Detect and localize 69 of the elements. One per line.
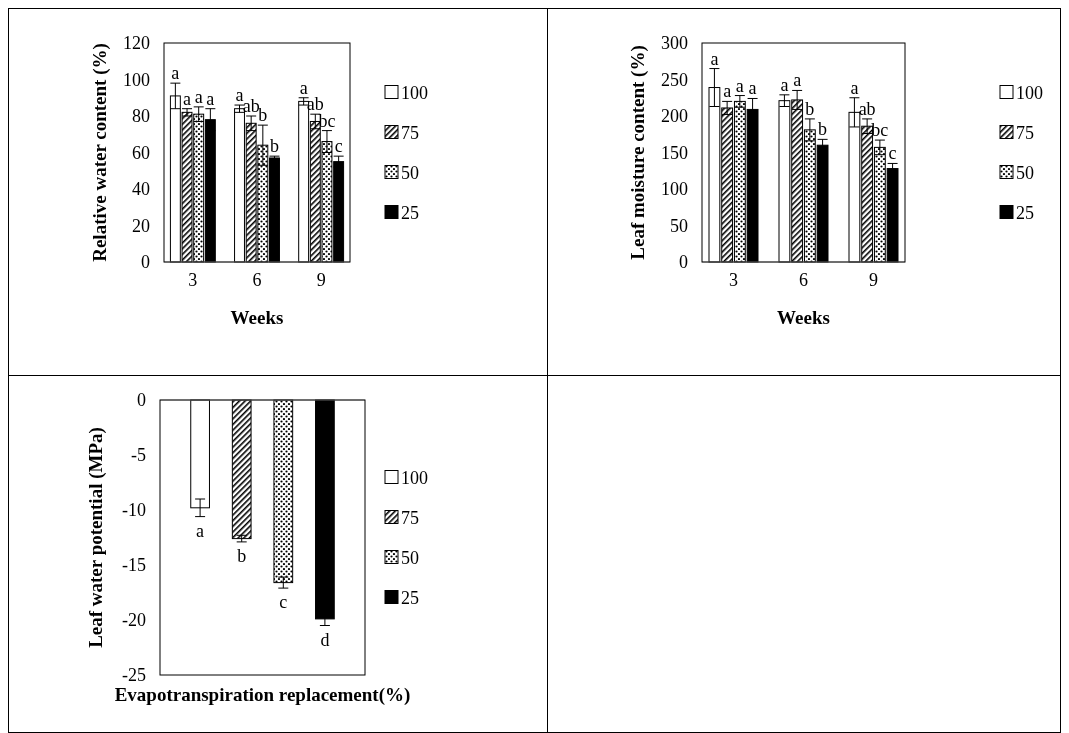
legend-label: 25 — [1016, 202, 1034, 223]
data-label: ab — [858, 98, 876, 119]
data-label: a — [171, 63, 180, 84]
y-axis-title: Relative water content (%) — [89, 43, 111, 262]
x-axis-title: Evapotranspiration replacement(%) — [114, 684, 411, 706]
data-label: a — [196, 520, 205, 541]
y-tick-label: 0 — [137, 390, 146, 410]
legend-label: 25 — [401, 202, 419, 223]
data-label: b — [258, 105, 268, 126]
y-tick-label: 120 — [123, 33, 150, 53]
data-label: a — [183, 88, 192, 109]
y-tick-label: -15 — [122, 555, 146, 575]
data-label: ab — [242, 96, 260, 116]
x-tick-label: 3 — [729, 270, 738, 290]
legend-label: 50 — [401, 162, 419, 183]
y-tick-label: 250 — [661, 69, 688, 90]
data-label: c — [279, 592, 288, 613]
data-label: b — [818, 119, 828, 140]
data-label: b — [805, 98, 815, 119]
y-tick-label: 20 — [132, 215, 150, 236]
y-axis-title: Leaf moisture content (%) — [627, 45, 649, 260]
y-tick-label: -10 — [122, 500, 146, 520]
data-label: a — [735, 75, 744, 96]
y-tick-label: 40 — [132, 179, 150, 199]
y-tick-label: 300 — [661, 33, 688, 53]
legend-label: 75 — [401, 122, 419, 143]
data-label: d — [320, 629, 330, 650]
legend-label: 50 — [401, 547, 419, 568]
y-tick-label: 100 — [123, 69, 150, 90]
legend-label: 100 — [1016, 82, 1043, 103]
y-tick-label: 60 — [132, 142, 150, 163]
data-label: c — [334, 136, 343, 157]
legend-label: 100 — [401, 467, 428, 488]
data-label: a — [793, 70, 802, 91]
data-label: a — [850, 77, 859, 98]
y-tick-label: -25 — [122, 665, 146, 685]
data-label: a — [194, 86, 203, 107]
x-axis-title: Weeks — [230, 307, 284, 328]
y-tick-label: 150 — [661, 142, 688, 163]
x-tick-label: 9 — [316, 270, 326, 290]
legend-label: 75 — [1016, 122, 1034, 143]
legend-label: 50 — [1016, 162, 1034, 183]
data-label: a — [780, 74, 789, 95]
y-axis-title: Leaf water potential (MPa) — [85, 427, 107, 648]
data-label: a — [299, 77, 308, 98]
y-tick-label: -20 — [122, 610, 146, 630]
data-label: b — [237, 545, 247, 566]
data-label: a — [748, 78, 757, 99]
x-axis-title: Weeks — [777, 307, 830, 328]
x-tick-label: 6 — [799, 270, 808, 290]
data-label: a — [723, 81, 732, 102]
data-label: a — [710, 48, 719, 69]
x-tick-label: 6 — [252, 270, 262, 290]
y-tick-label: 50 — [670, 215, 688, 236]
data-label: a — [206, 88, 215, 109]
legend-label: 75 — [401, 507, 419, 528]
data-label: c — [888, 143, 897, 164]
y-tick-label: -5 — [131, 445, 146, 465]
data-label: b — [269, 136, 279, 157]
y-tick-label: 80 — [132, 106, 150, 126]
y-tick-label: 0 — [141, 252, 150, 272]
x-tick-label: 9 — [869, 270, 878, 290]
legend-label: 100 — [401, 82, 428, 103]
legend-label: 25 — [401, 587, 419, 608]
y-tick-label: 100 — [661, 179, 688, 199]
y-tick-label: 0 — [679, 252, 688, 272]
data-label: a — [235, 85, 244, 106]
y-tick-label: 200 — [661, 106, 688, 126]
x-tick-label: 3 — [188, 270, 198, 290]
